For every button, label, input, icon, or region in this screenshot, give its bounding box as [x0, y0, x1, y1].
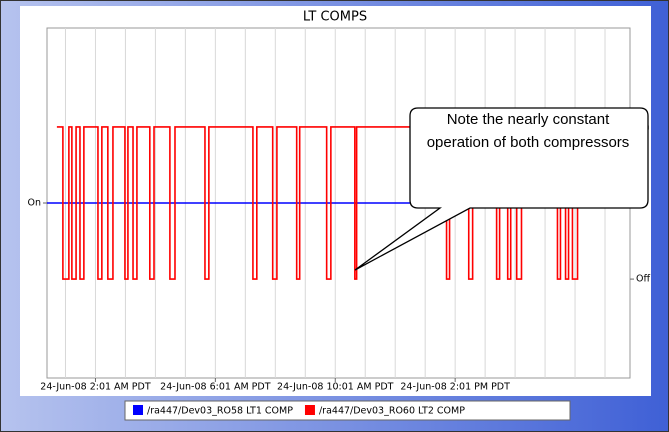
x-tick-label: 24-Jun-08 6:01 AM PDT [160, 382, 271, 393]
y-tick-label: On [28, 198, 42, 209]
callout-box [354, 107, 649, 271]
callout [354, 107, 649, 271]
x-tick-label: 24-Jun-08 2:01 AM PDT [40, 382, 151, 393]
legend-label: /ra447/Dev03_RO58 LT1 COMP [147, 406, 293, 417]
legend-swatch [133, 405, 143, 415]
x-tick-label: 24-Jun-08 10:01 AM PDT [277, 382, 394, 393]
annotation: Note the nearly constant operation of bot… [427, 111, 630, 151]
legend-swatch [304, 405, 315, 415]
y2-tick-label: Off [636, 274, 650, 285]
legend [124, 400, 571, 421]
legend-label: /ra447/Dev03_RO60 LT2 COMP [319, 406, 465, 417]
x-tick-label: 24-Jun-08 2:01 PM PDT [400, 382, 510, 393]
chart-title: LT COMPS [303, 10, 367, 25]
